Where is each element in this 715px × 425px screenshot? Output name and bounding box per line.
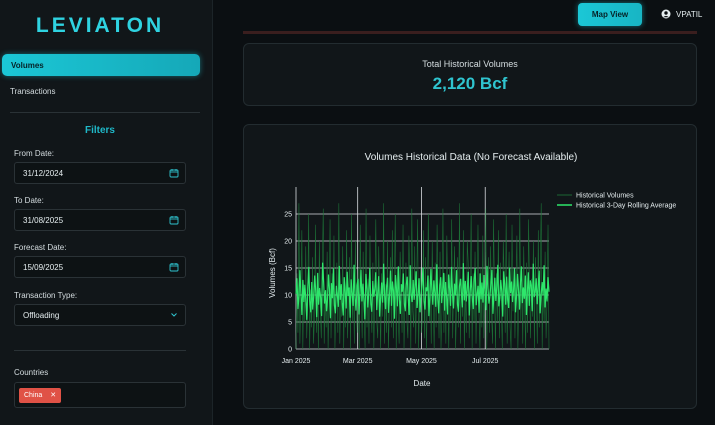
alert-strip	[243, 31, 697, 34]
rolling-average-series	[295, 262, 550, 320]
chart-card: Volumes Historical Data (No Forecast Ava…	[243, 124, 697, 409]
transaction-type-value: Offloading	[23, 311, 60, 320]
volumes-chart[interactable]: 0 5 10 15 20 25 Jan 2025 Mar 2025 May 2025 Jul 2…	[244, 125, 698, 410]
transaction-type-label: Transaction Type:	[14, 291, 78, 300]
y-tick-label: 15	[284, 266, 292, 273]
calendar-icon[interactable]	[169, 168, 179, 178]
to-date-input[interactable]: 31/08/2025	[14, 209, 186, 231]
countries-label: Countries	[14, 368, 49, 377]
from-date-label: From Date:	[14, 149, 55, 158]
nav-item-volumes[interactable]: Volumes	[2, 54, 200, 76]
y-tick-label: 20	[284, 239, 292, 246]
y-tick-label: 0	[288, 347, 292, 354]
country-tag: China ✕	[19, 388, 62, 403]
x-tick-label: Mar 2025	[343, 358, 373, 365]
y-tick-label: 25	[284, 212, 292, 219]
forecast-date-value: 15/09/2025	[23, 263, 64, 272]
metric-title: Total Historical Volumes	[422, 59, 518, 69]
countries-multiselect[interactable]: China ✕	[14, 382, 186, 408]
user-menu[interactable]: VPATIL	[661, 9, 702, 19]
calendar-icon[interactable]	[169, 262, 179, 272]
x-tick-label: May 2025	[406, 358, 437, 365]
user-name: VPATIL	[676, 9, 703, 19]
filters-divider	[14, 350, 186, 351]
chart-legend: Historical Volumes Historical 3-Day Rolli…	[557, 193, 676, 210]
legend-label: Historical Volumes	[576, 193, 634, 200]
map-view-button[interactable]: Map View	[578, 3, 642, 26]
chart-title: Volumes Historical Data (No Forecast Ava…	[364, 152, 578, 163]
x-axis-label: Date	[414, 379, 431, 388]
from-date-value: 31/12/2024	[23, 169, 64, 178]
chevron-down-icon	[171, 313, 177, 317]
forecast-date-label: Forecast Date:	[14, 243, 67, 252]
sidebar: LEVIATON Volumes Transactions Filters Fr…	[0, 0, 213, 425]
forecast-date-input[interactable]: 15/09/2025	[14, 256, 186, 278]
calendar-icon[interactable]	[169, 215, 179, 225]
from-date-input[interactable]: 31/12/2024	[14, 162, 186, 184]
x-tick-label: Jan 2025	[282, 358, 311, 365]
y-tick-label: 10	[284, 293, 292, 300]
close-icon[interactable]: ✕	[50, 392, 57, 399]
country-tag-label: China	[24, 392, 43, 399]
nav-item-transactions[interactable]: Transactions	[10, 87, 56, 96]
y-axis-ticks: 0 5 10 15 20 25	[284, 212, 292, 354]
x-axis-ticks: Jan 2025 Mar 2025 May 2025 Jul 2025	[282, 358, 499, 365]
legend-label: Historical 3-Day Rolling Average	[576, 203, 676, 210]
rolling-average-line	[295, 262, 550, 320]
to-date-label: To Date:	[14, 196, 44, 205]
total-volumes-card: Total Historical Volumes 2,120 Bcf	[243, 43, 697, 106]
app-logo: LEVIATON	[35, 14, 165, 37]
user-avatar-icon	[661, 9, 671, 19]
filters-title: Filters	[84, 125, 115, 136]
sidebar-divider	[10, 112, 200, 113]
metric-value: 2,120 Bcf	[432, 74, 508, 93]
y-tick-label: 5	[288, 320, 292, 327]
y-axis-label: Volumes (Bcf)	[268, 248, 277, 298]
transaction-type-select[interactable]: Offloading	[14, 304, 186, 326]
x-tick-label: Jul 2025	[472, 358, 499, 365]
to-date-value: 31/08/2025	[23, 216, 64, 225]
